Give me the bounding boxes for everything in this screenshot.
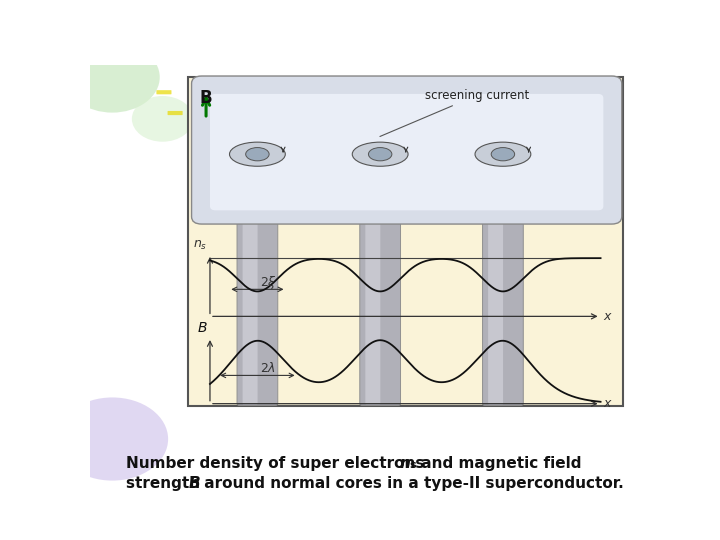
FancyBboxPatch shape bbox=[188, 77, 623, 406]
Text: $n_s$: $n_s$ bbox=[193, 239, 207, 252]
Text: B: B bbox=[199, 89, 212, 107]
FancyBboxPatch shape bbox=[192, 76, 622, 224]
Ellipse shape bbox=[246, 147, 269, 161]
Text: B: B bbox=[198, 321, 207, 335]
FancyBboxPatch shape bbox=[156, 90, 171, 94]
FancyBboxPatch shape bbox=[488, 80, 503, 404]
Circle shape bbox=[56, 397, 168, 481]
Text: $2\lambda$: $2\lambda$ bbox=[260, 361, 276, 375]
Text: Number density of super electrons: Number density of super electrons bbox=[126, 456, 430, 471]
Circle shape bbox=[65, 42, 160, 113]
FancyBboxPatch shape bbox=[360, 80, 400, 406]
Text: around normal cores in a type-II superconductor.: around normal cores in a type-II superco… bbox=[199, 476, 624, 491]
FancyBboxPatch shape bbox=[365, 80, 380, 404]
Text: strength: strength bbox=[126, 476, 205, 491]
Ellipse shape bbox=[491, 147, 515, 161]
Circle shape bbox=[132, 96, 193, 141]
FancyBboxPatch shape bbox=[168, 111, 183, 115]
Text: and magnetic field: and magnetic field bbox=[416, 456, 582, 471]
Ellipse shape bbox=[369, 147, 392, 161]
FancyBboxPatch shape bbox=[210, 94, 603, 210]
Text: $2\xi$: $2\xi$ bbox=[260, 274, 277, 291]
Text: screening current: screening current bbox=[380, 89, 529, 137]
Text: B: B bbox=[189, 476, 200, 491]
Ellipse shape bbox=[352, 142, 408, 166]
FancyBboxPatch shape bbox=[237, 80, 278, 406]
FancyBboxPatch shape bbox=[243, 80, 258, 404]
Text: x: x bbox=[603, 309, 611, 323]
FancyBboxPatch shape bbox=[482, 80, 523, 406]
Ellipse shape bbox=[475, 142, 531, 166]
Text: n: n bbox=[400, 456, 410, 471]
Text: x: x bbox=[603, 397, 611, 410]
Ellipse shape bbox=[230, 142, 285, 166]
Text: s: s bbox=[409, 460, 415, 470]
